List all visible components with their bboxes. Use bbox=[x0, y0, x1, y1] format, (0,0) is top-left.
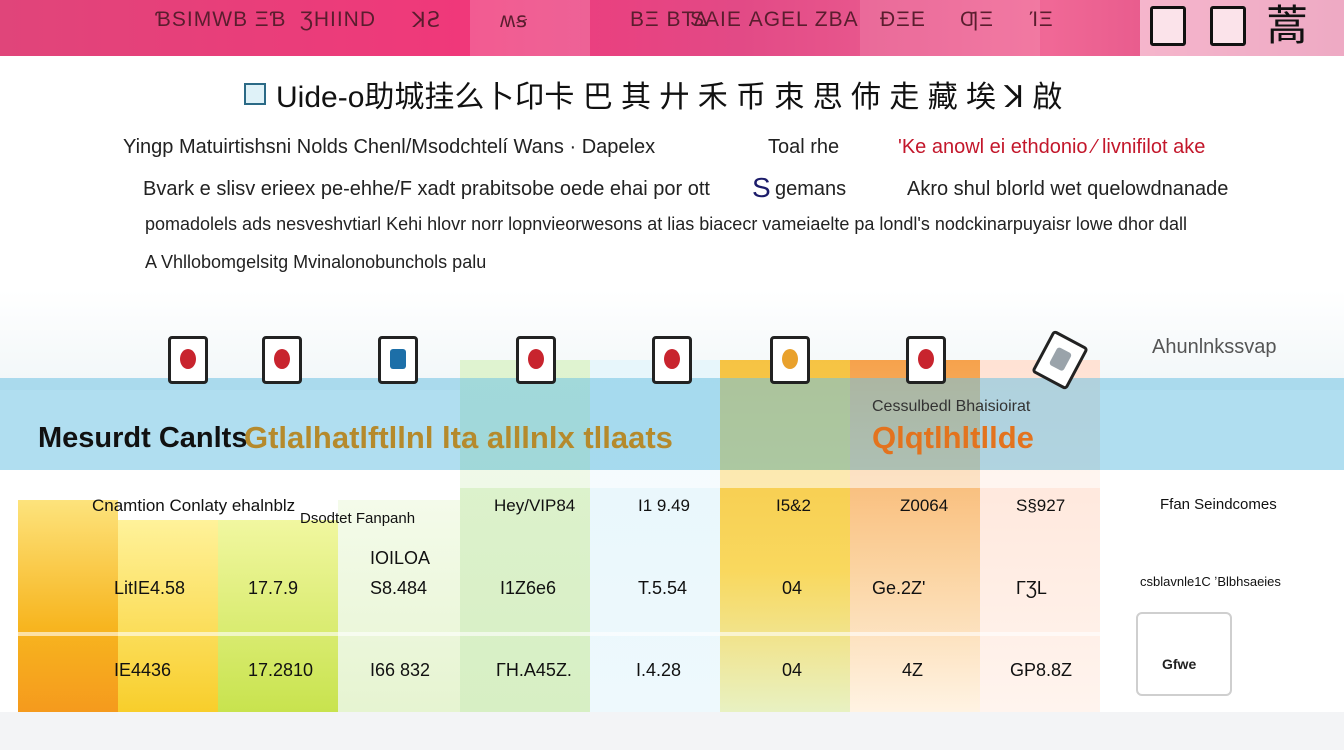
products-label: Ahunlnkssvap bbox=[1152, 336, 1277, 358]
table-cell-r1-c0: LitIE4.58 bbox=[114, 578, 186, 598]
nav-item-6[interactable]: SAIE ΑGEL ZBA bbox=[690, 8, 859, 31]
nav-item-3[interactable]: ꓘꙄ bbox=[412, 9, 442, 32]
description-accent: S bbox=[752, 172, 771, 203]
description-line-2c: Akro shul blorld wet quelowdnanade bbox=[907, 178, 1229, 200]
table-cell-r2-c7: GP8.8Z bbox=[1010, 660, 1073, 680]
section-mark-2: Qlqtlhltllde bbox=[872, 420, 1034, 455]
column-bg-4 bbox=[338, 500, 460, 712]
product-icon-3[interactable] bbox=[378, 336, 418, 384]
nav-item-5[interactable]: ΒΞ ΒΤΔ bbox=[630, 8, 709, 31]
nav-item-1[interactable]: ƁЅIMWB ΞƁ bbox=[155, 8, 287, 31]
page-title: Uide-o助城挂么卜卬卡 巴 其 廾 禾 币 朿 思 伂 走 藏 埃 ꓘ 啟 bbox=[276, 81, 1063, 114]
nav-item-8[interactable]: ƢΞ bbox=[960, 8, 994, 31]
footer-strip bbox=[0, 712, 1344, 750]
description-line-1c: 'Ke anowl ei ethdonio ⁄ livnifilot ake bbox=[898, 136, 1206, 158]
table-cell-r1-c4: T.5.54 bbox=[638, 578, 688, 598]
row-divider bbox=[0, 632, 1344, 636]
table-cell-r2-c3: ΓH.A45Z. bbox=[496, 660, 572, 680]
section-title: Mesurdt Canlts bbox=[38, 422, 248, 454]
title-square-icon bbox=[244, 83, 266, 105]
action-chip[interactable] bbox=[1136, 612, 1232, 696]
table-header-5[interactable]: I5&2 bbox=[776, 496, 811, 515]
menu-glyph-icon[interactable]: 蒿 bbox=[1266, 2, 1309, 49]
nav-item-2[interactable]: ƷHIIND bbox=[300, 8, 376, 31]
description-line-4: A Vhllobomgelsitg Mvinalonobunchols palu bbox=[145, 252, 487, 272]
table-header-1[interactable]: Cnamtion Conlaty ehalnblz bbox=[92, 496, 296, 515]
table-cell-r2-c0: IE4436 bbox=[114, 660, 172, 680]
nav-item-7[interactable]: ĐΞЕ bbox=[880, 8, 926, 31]
table-cell-r2-c1: 17.2810 bbox=[248, 660, 314, 680]
top-nav-bar: ƁЅIMWB ΞƁ ƷHIIND ꓘꙄ ʍꞩ ΒΞ ΒΤΔ SAIE ΑGEL … bbox=[0, 0, 1344, 56]
column-bg-2 bbox=[118, 520, 218, 712]
window-icon[interactable] bbox=[1150, 6, 1186, 46]
product-icon-6[interactable] bbox=[770, 336, 810, 384]
description-line-2: Bvark e slisv erieex pe-ehhe/F xadt prab… bbox=[143, 178, 710, 200]
description-line-1: Yingp Matuirtishsni Nolds Chenl/Msodchte… bbox=[123, 136, 656, 158]
band-gap bbox=[0, 470, 1344, 488]
table-cell-r2-c4: I.4.28 bbox=[636, 660, 682, 680]
column-bg-1 bbox=[18, 500, 118, 712]
table-cell-r1-c3: I1Z6e6 bbox=[500, 578, 557, 598]
product-icon-7[interactable] bbox=[906, 336, 946, 384]
nav-item-9[interactable]: ΊΞ bbox=[1030, 8, 1054, 31]
product-icon-5[interactable] bbox=[652, 336, 692, 384]
column-bg-3 bbox=[218, 520, 338, 712]
table-cell-r1-c1: 17.7.9 bbox=[248, 578, 299, 598]
description-line-3: pomadolels ads nesveshvtiarl Kehi hlovr … bbox=[145, 214, 1187, 234]
table-cell-r0-c1: IOILOA bbox=[370, 548, 431, 568]
band-blue bbox=[0, 378, 1344, 470]
table-header-7[interactable]: S§927 bbox=[1016, 496, 1066, 515]
section-caption: Cessulbedl Bhaisioirat bbox=[872, 398, 1031, 415]
table-cell-r2-c2: I66 832 bbox=[370, 660, 431, 680]
description-line-1b: Toal rhe bbox=[768, 136, 840, 158]
table-cell-r1-c2: S8.484 bbox=[370, 578, 428, 598]
document-icon[interactable] bbox=[1210, 6, 1246, 46]
table-cell-r2-c5: 04 bbox=[782, 660, 803, 680]
table-header-8[interactable]: Ffan Seindcomes bbox=[1160, 496, 1277, 513]
table-cell-r1-c6: Ge.2Z' bbox=[872, 578, 926, 598]
product-icon-4[interactable] bbox=[516, 336, 556, 384]
table-cell-r2-c6: 4Z bbox=[902, 660, 924, 680]
table-header-4[interactable]: I1 9.49 bbox=[638, 496, 690, 515]
table-cell-r1-c5: 04 bbox=[782, 578, 803, 598]
product-icon-1[interactable] bbox=[168, 336, 208, 384]
nav-item-4[interactable]: ʍꞩ bbox=[500, 9, 529, 32]
product-icon-2[interactable] bbox=[262, 336, 302, 384]
table-side-note: csblavnle1C ʼBlbhsaeies bbox=[1140, 574, 1281, 589]
description-line-2b: gemans bbox=[775, 178, 847, 200]
section-mark: Gtlalhatlftllnl lta alllnlx tllaats bbox=[244, 420, 673, 455]
table-header-3[interactable]: Hey/VIP84 bbox=[494, 496, 576, 515]
title-row: Uide-o助城挂么卜卬卡 巴 其 廾 禾 币 朿 思 伂 走 藏 埃 ꓘ 啟 bbox=[244, 74, 1062, 114]
table-header-2[interactable]: Dsodtet Fanpanh bbox=[300, 510, 416, 527]
table-header-6[interactable]: Z0064 bbox=[900, 496, 949, 515]
table-cell-r1-c7: ΓƷL bbox=[1016, 578, 1047, 598]
action-chip-label: Gfwe bbox=[1162, 656, 1197, 672]
